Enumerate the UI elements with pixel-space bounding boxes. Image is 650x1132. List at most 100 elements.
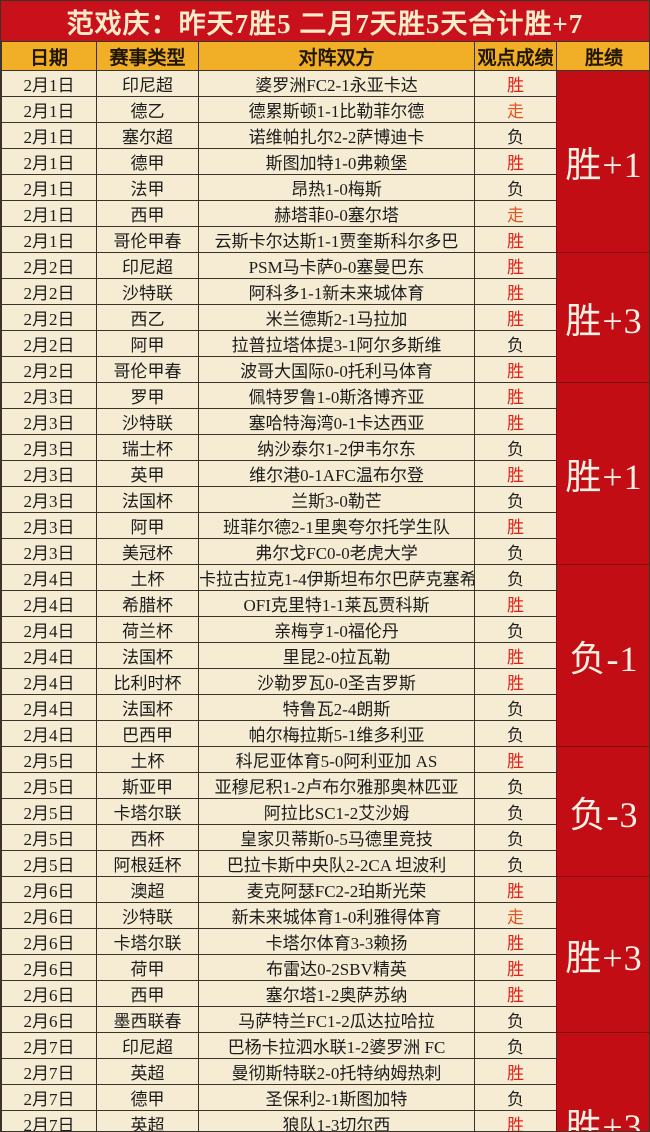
date-cell: 2月2日 xyxy=(1,330,97,357)
league-cell: 法国杯 xyxy=(96,694,199,721)
match-cell: 阿拉比SC1-2艾沙姆 xyxy=(198,798,475,825)
table-row: 2月3日 阿甲 班菲尔德2-1里奥夸尔托学生队胜 xyxy=(1,512,650,539)
league-cell: 印尼超 xyxy=(96,252,199,279)
date-cell: 2月3日 xyxy=(1,512,97,539)
date-cell: 2月6日 xyxy=(1,876,97,903)
league-cell: 法国杯 xyxy=(96,642,199,669)
date-cell: 2月3日 xyxy=(1,408,97,435)
table-header: 日期 赛事类型 对阵双方 观点成绩 胜绩 xyxy=(1,41,649,71)
match-cell: 曼彻斯特联2-0托特纳姆热刺 xyxy=(198,1058,475,1085)
summary-cell: 胜+3 xyxy=(556,876,649,1033)
table-row: 2月4日 荷兰杯 亲梅亨1-0福伦丹负 xyxy=(1,616,650,643)
result-cell: 胜 xyxy=(474,278,557,305)
league-cell: 阿甲 xyxy=(96,330,199,357)
league-cell: 阿甲 xyxy=(96,512,199,539)
table-row: 2月3日 美冠杯 弗尔戈FC0-0老虎大学负 xyxy=(1,538,650,565)
match-cell: 拉普拉塔体提3-1阿尔多斯维 xyxy=(198,330,475,357)
match-cell: 布雷达0-2SBV精英 xyxy=(198,954,475,981)
result-cell: 负 xyxy=(474,616,557,643)
result-cell: 负 xyxy=(474,330,557,357)
result-cell: 胜 xyxy=(474,980,557,1007)
date-cell: 2月7日 xyxy=(1,1084,97,1111)
date-cell: 2月1日 xyxy=(1,226,97,253)
result-cell: 负 xyxy=(474,694,557,721)
league-cell: 德乙 xyxy=(96,96,199,123)
table-row: 2月7日 印尼超 巴杨卡拉泗水联1-2婆罗洲 FC 负胜+3 xyxy=(1,1032,649,1131)
date-cell: 2月1日 xyxy=(1,174,97,201)
result-cell: 胜 xyxy=(474,954,557,981)
match-cell: 里昆2-0拉瓦勒 xyxy=(198,642,475,669)
match-cell: 皇家贝蒂斯0-5马德里竞技 xyxy=(198,824,475,851)
match-cell: 波哥大国际0-0托利马体育 xyxy=(198,356,475,383)
match-cell: 兰斯3-0勒芒 xyxy=(198,486,475,513)
match-cell: 纳沙泰尔1-2伊韦尔东 xyxy=(198,434,475,461)
date-cell: 2月1日 xyxy=(1,122,97,149)
date-cell: 2月6日 xyxy=(1,902,97,929)
date-cell: 2月2日 xyxy=(1,252,97,279)
result-cell: 胜 xyxy=(474,746,557,773)
league-cell: 沙特联 xyxy=(96,902,199,929)
table-row: 2月3日 罗甲 佩特罗鲁1-0斯洛博齐亚胜胜+1 xyxy=(1,382,649,565)
date-cell: 2月5日 xyxy=(1,746,97,773)
match-cell: 新未来城体育1-0利雅得体育 xyxy=(198,902,475,929)
league-cell: 法国杯 xyxy=(96,486,199,513)
result-cell: 负 xyxy=(474,1006,557,1033)
date-cell: 2月6日 xyxy=(1,1006,97,1033)
table-row: 2月1日 哥伦甲春 云斯卡尔达斯1-1贾奎斯科尔多巴胜 xyxy=(1,226,650,253)
date-cell: 2月2日 xyxy=(1,356,97,383)
date-cell: 2月4日 xyxy=(1,590,97,617)
table-row: 2月7日 德甲 圣保利2-1斯图加特负 xyxy=(1,1084,650,1111)
table-row: 2月6日 西甲 塞尔塔1-2奥萨苏纳胜 xyxy=(1,980,650,1007)
match-cell: 佩特罗鲁1-0斯洛博齐亚 xyxy=(198,382,475,409)
summary-cell: 胜+1 xyxy=(556,70,649,253)
date-cell: 2月6日 xyxy=(1,980,97,1007)
table-row: 2月3日 法国杯 兰斯3-0勒芒负 xyxy=(1,486,650,513)
date-cell: 2月1日 xyxy=(1,148,97,175)
date-cell: 2月4日 xyxy=(1,642,97,669)
result-cell: 负 xyxy=(474,122,557,149)
table-row: 2月7日 英超 曼彻斯特联2-0托特纳姆热刺胜 xyxy=(1,1058,650,1085)
match-cell: 塞哈特海湾0-1卡达西亚 xyxy=(198,408,475,435)
table-row: 2月7日 英超 狼队1-3切尔西胜 xyxy=(1,1110,650,1131)
date-cell: 2月4日 xyxy=(1,694,97,721)
date-cell: 2月6日 xyxy=(1,928,97,955)
league-cell: 印尼超 xyxy=(96,70,199,97)
match-cell: 昂热1-0梅斯 xyxy=(198,174,475,201)
table-row: 2月1日 塞尔超 诺维帕扎尔2-2萨博迪卡负 xyxy=(1,122,650,149)
result-cell: 胜 xyxy=(474,70,557,97)
match-cell: 德累斯顿1-1比勒菲尔德 xyxy=(198,96,475,123)
league-cell: 哥伦甲春 xyxy=(96,356,199,383)
match-cell: 沙勒罗瓦0-0圣吉罗斯 xyxy=(198,668,475,695)
result-cell: 胜 xyxy=(474,590,557,617)
league-cell: 西乙 xyxy=(96,304,199,331)
summary-cell: 胜+1 xyxy=(556,382,649,565)
league-cell: 法甲 xyxy=(96,174,199,201)
league-cell: 英甲 xyxy=(96,460,199,487)
league-cell: 沙特联 xyxy=(96,408,199,435)
date-cell: 2月6日 xyxy=(1,954,97,981)
result-cell: 负 xyxy=(474,720,557,747)
table-row: 2月6日 荷甲 布雷达0-2SBV精英胜 xyxy=(1,954,650,981)
result-cell: 胜 xyxy=(474,252,557,279)
date-cell: 2月2日 xyxy=(1,278,97,305)
summary-cell: 负-3 xyxy=(556,746,649,877)
result-cell: 走 xyxy=(474,96,557,123)
match-cell: 圣保利2-1斯图加特 xyxy=(198,1084,475,1111)
col-header-summary: 胜绩 xyxy=(556,41,649,71)
league-cell: 荷兰杯 xyxy=(96,616,199,643)
match-cell: 马萨特兰FC1-2瓜达拉哈拉 xyxy=(198,1006,475,1033)
table-row: 2月3日 沙特联 塞哈特海湾0-1卡达西亚胜 xyxy=(1,408,650,435)
result-cell: 走 xyxy=(474,902,557,929)
col-header-league: 赛事类型 xyxy=(96,41,199,71)
match-cell: 阿科多1-1新未来城体育 xyxy=(198,278,475,305)
match-cell: 科尼亚体育5-0阿利亚加 AS xyxy=(198,746,475,773)
match-cell: 帕尔梅拉斯5-1维多利亚 xyxy=(198,720,475,747)
date-cell: 2月5日 xyxy=(1,772,97,799)
table-row: 2月2日 印尼超 PSM马卡萨0-0塞曼巴东胜胜+3 xyxy=(1,252,649,383)
match-cell: 婆罗洲FC2-1永亚卡达 xyxy=(198,70,475,97)
date-cell: 2月3日 xyxy=(1,460,97,487)
result-cell: 胜 xyxy=(474,382,557,409)
result-cell: 负 xyxy=(474,1032,557,1059)
date-cell: 2月1日 xyxy=(1,70,97,97)
match-cell: PSM马卡萨0-0塞曼巴东 xyxy=(198,252,475,279)
